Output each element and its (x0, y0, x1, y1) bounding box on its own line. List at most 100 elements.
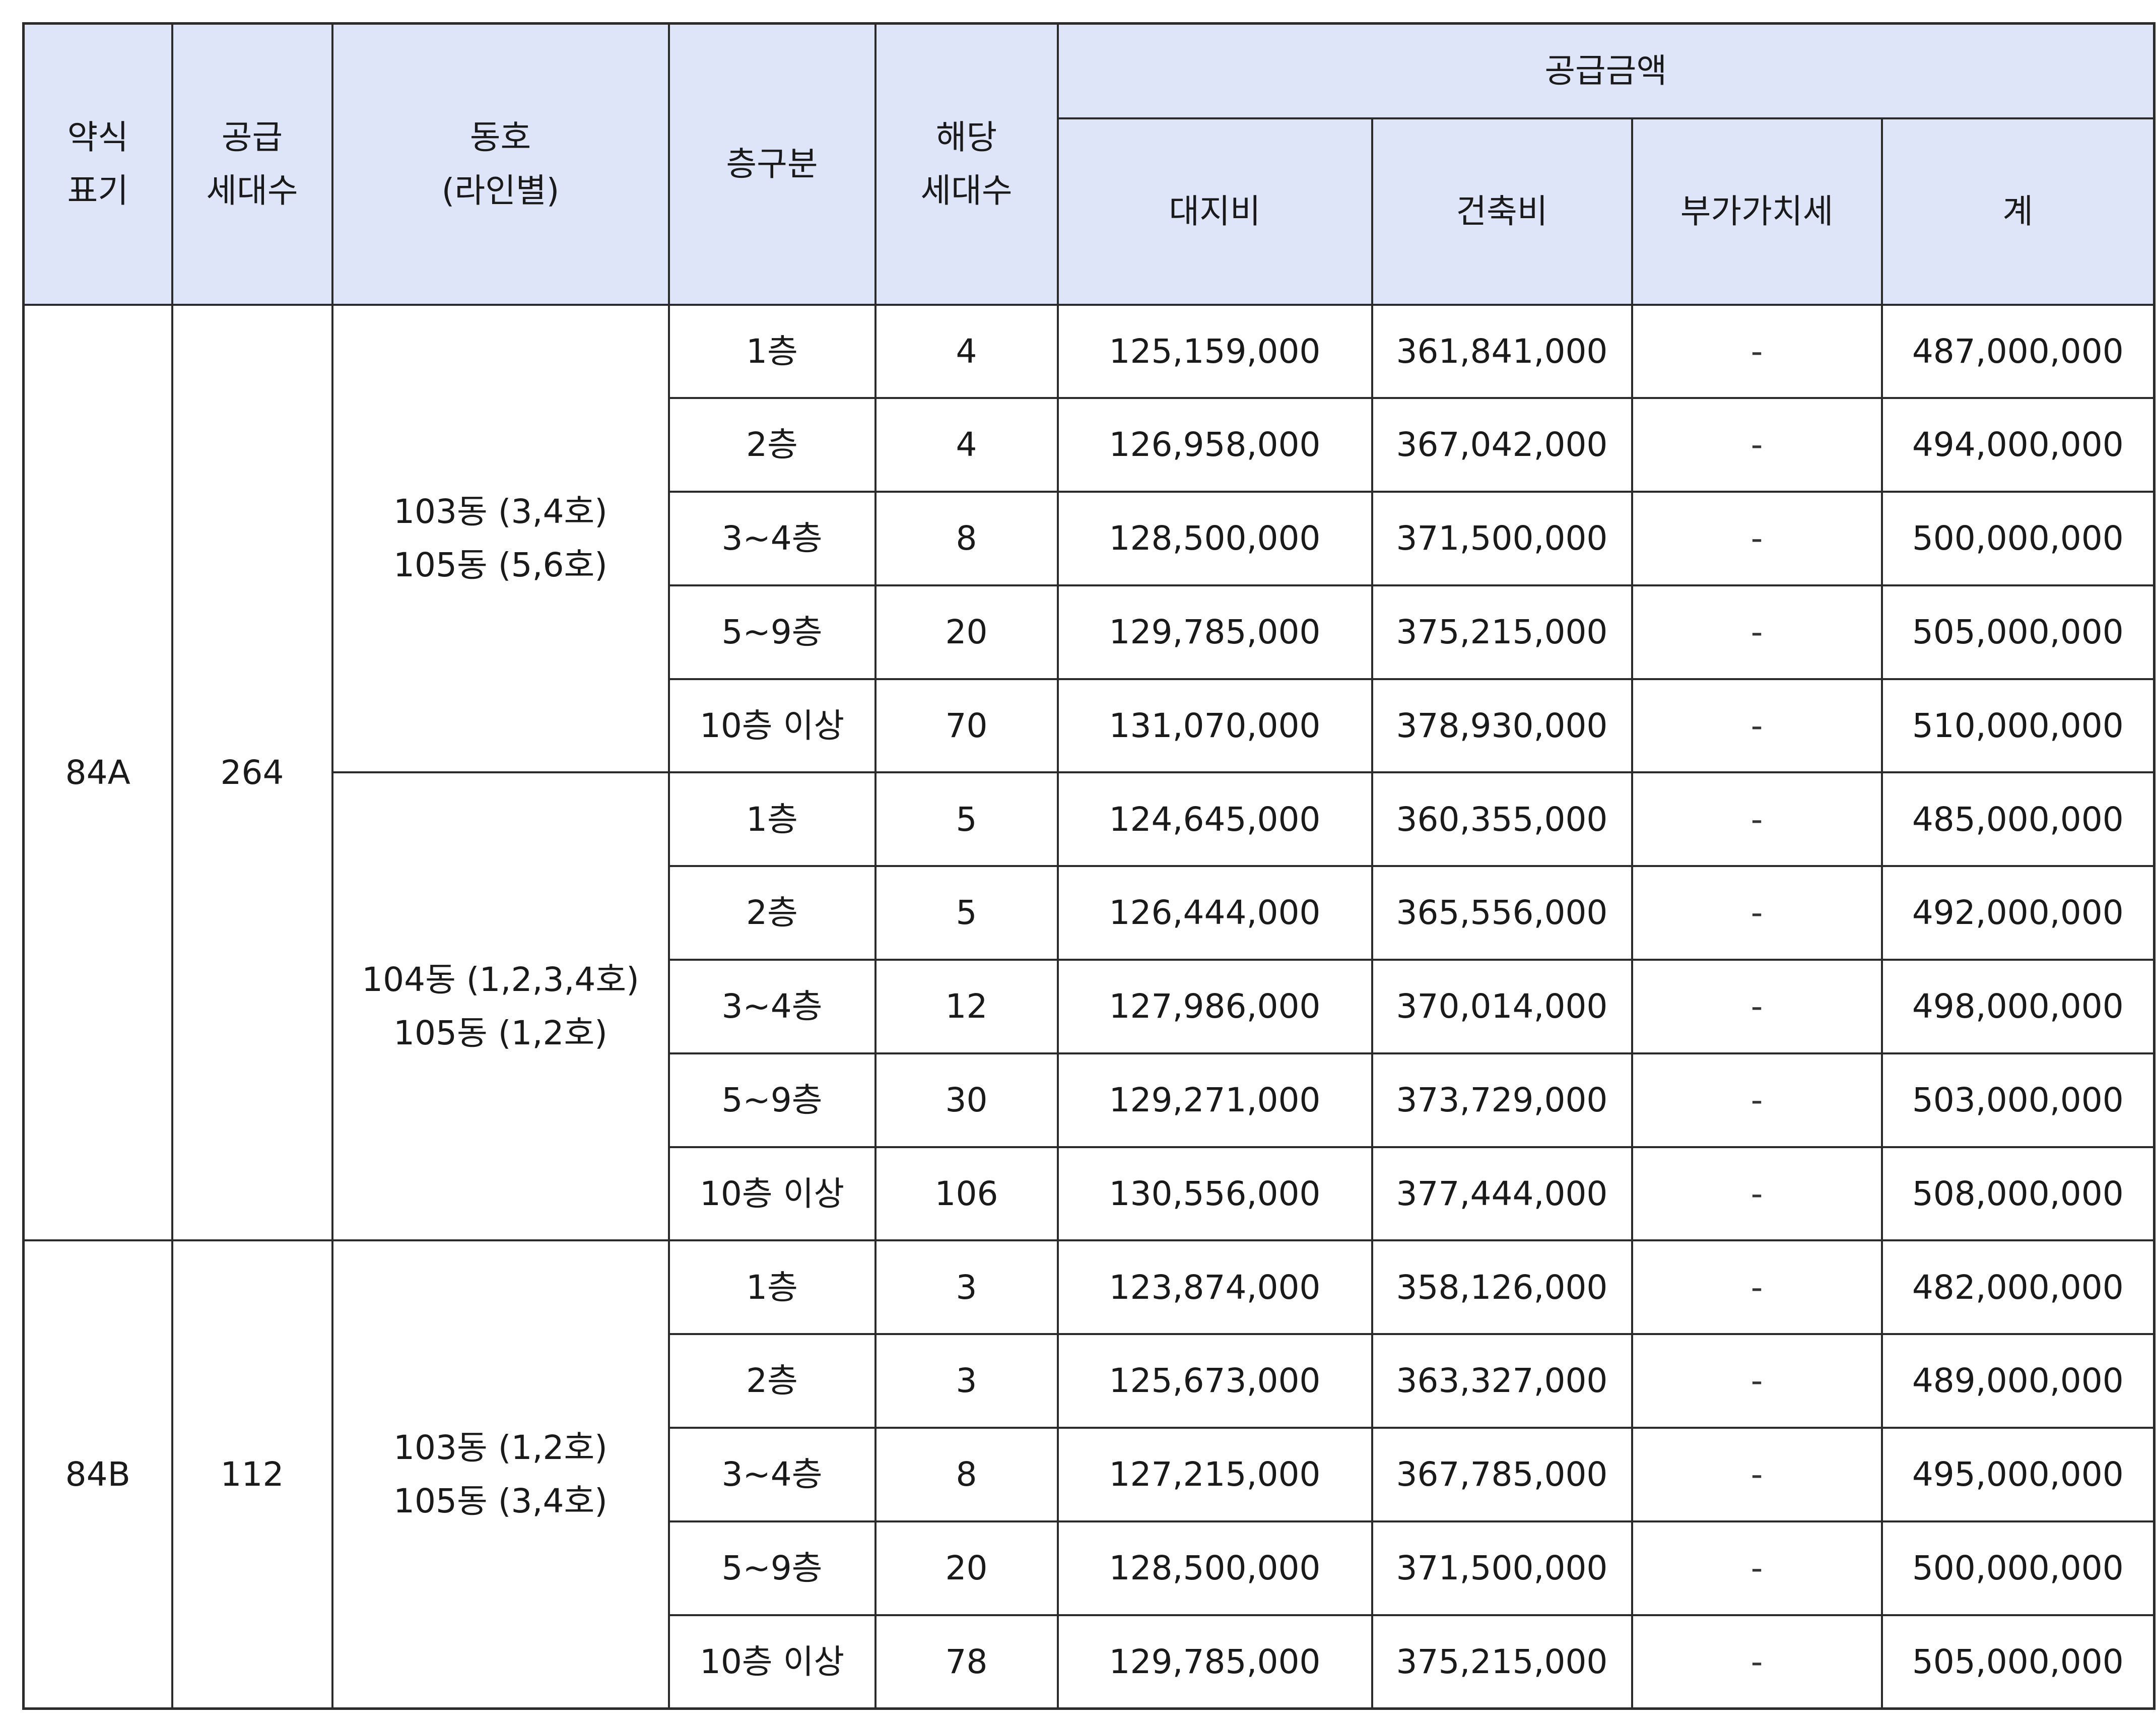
floor-cell: 10층 이상 (667, 1146, 877, 1242)
units-cell: 5 (874, 865, 1059, 961)
land-cost-cell: 126,958,000 (1056, 397, 1373, 493)
floor-cell: 2층 (667, 1333, 877, 1429)
construction-cost-cell: 363,327,000 (1371, 1333, 1633, 1429)
construction-cost-cell: 370,014,000 (1371, 959, 1633, 1054)
units-cell: 78 (874, 1614, 1059, 1710)
construction-cost-cell: 367,785,000 (1371, 1427, 1633, 1522)
construction-cost-cell: 367,042,000 (1371, 397, 1633, 493)
type-cell: 84A (22, 303, 173, 1242)
table-row: 2층 4 126,958,000 367,042,000-494,000,000 (24, 397, 2155, 493)
units-cell: 8 (874, 491, 1059, 586)
floor-cell: 1층 (667, 303, 877, 400)
floor-cell: 3~4층 (667, 491, 877, 586)
units-cell: 8 (874, 1427, 1059, 1522)
construction-cost-cell: 371,500,000 (1371, 1520, 1633, 1616)
land-cost-cell: 124,645,000 (1056, 771, 1373, 868)
total-cell: 508,000,000 (1880, 1146, 2155, 1242)
units-cell: 5 (874, 771, 1059, 868)
floor-cell: 10층 이상 (667, 678, 877, 774)
table-row: 3~4층 8 128,500,000 371,500,000-500,000,000 (24, 491, 2155, 586)
units-cell: 4 (874, 397, 1059, 493)
land-cost-cell: 129,785,000 (1056, 1614, 1373, 1710)
construction-cost-cell: 360,355,000 (1371, 771, 1633, 868)
vat-cell: - (1631, 1520, 1883, 1616)
vat-cell: - (1631, 1146, 1883, 1242)
total-cell: 505,000,000 (1880, 584, 2155, 680)
land-cost-cell: 129,785,000 (1056, 584, 1373, 680)
total-cell: 492,000,000 (1880, 865, 2155, 961)
table-header: 약식 표기 공급 세대수 동호 (라인별) 층구분 해당 세대수 공급금액 대지… (22, 22, 2155, 306)
floor-cell: 5~9층 (667, 584, 877, 680)
table-row: 2층 3 125,673,000 363,327,000-489,000,000 (24, 1333, 2155, 1429)
land-cost-cell: 125,159,000 (1056, 303, 1373, 400)
land-cost-cell: 125,673,000 (1056, 1333, 1373, 1429)
floor-cell: 3~4층 (667, 1427, 877, 1522)
vat-cell: - (1631, 1427, 1883, 1522)
table-row: 84A 264 103동 (3,4호) 105동 (5,6호) 1층 4 125,159,0… (22, 303, 2155, 1242)
construction-cost-cell: 375,215,000 (1371, 1614, 1633, 1710)
header-building: 동호 (라인별) (331, 22, 670, 306)
total-cell: 482,000,000 (1880, 1239, 2155, 1336)
header-supply-price: 공급금액 (1056, 22, 2155, 119)
building-line1: 104동 (1,2,3,4호) (362, 960, 639, 1000)
building-line1: 103동 (1,2호) (393, 1428, 608, 1468)
header-applicable-units: 해당 세대수 (874, 22, 1059, 306)
vat-cell: - (1631, 865, 1883, 961)
land-cost-cell: 126,444,000 (1056, 865, 1373, 961)
building-line2: 105동 (5,6호) (393, 545, 608, 584)
building-line2: 105동 (1,2호) (393, 1013, 608, 1052)
table-row: 5~9층 20 129,785,000 375,215,000-505,000,000 (24, 584, 2155, 680)
total-cell: 503,000,000 (1880, 1052, 2155, 1148)
land-cost-cell: 123,874,000 (1056, 1239, 1373, 1336)
land-cost-cell: 131,070,000 (1056, 678, 1373, 774)
total-cell: 495,000,000 (1880, 1427, 2155, 1522)
supply-units-cell: 112 (171, 1239, 333, 1710)
units-cell: 20 (874, 584, 1059, 680)
total-cell: 498,000,000 (1880, 959, 2155, 1054)
total-cell: 485,000,000 (1880, 771, 2155, 868)
table-row: 5~9층 20 128,500,000 371,500,000-500,000,000 (24, 1520, 2155, 1616)
table-row: 3~4층 8 127,215,000 367,785,000-495,000,000 (24, 1427, 2155, 1522)
header-type-line1: 약식 (67, 118, 128, 157)
vat-cell: - (1631, 1614, 1883, 1710)
units-cell: 30 (874, 1052, 1059, 1148)
table-row: 10층 이상 106 130,556,000 377,444,000-508,000,… (24, 1146, 2155, 1242)
land-cost-cell: 129,271,000 (1056, 1052, 1373, 1148)
total-cell: 489,000,000 (1880, 1333, 2155, 1429)
vat-cell: - (1631, 584, 1883, 680)
construction-cost-cell: 373,729,000 (1371, 1052, 1633, 1148)
vat-cell: - (1631, 491, 1883, 586)
floor-cell: 10층 이상 (667, 1614, 877, 1710)
header-total: 계 (1880, 117, 2155, 306)
header-building-line2: (라인별) (441, 171, 560, 210)
building-cell: 104동 (1,2,3,4호) 105동 (1,2호) (331, 771, 670, 1242)
land-cost-cell: 127,215,000 (1056, 1427, 1373, 1522)
units-cell: 20 (874, 1520, 1059, 1616)
supply-price-table: 약식 표기 공급 세대수 동호 (라인별) 층구분 해당 세대수 공급금액 대지… (22, 22, 2156, 1710)
construction-cost-cell: 361,841,000 (1371, 303, 1633, 400)
vat-cell: - (1631, 397, 1883, 493)
building-line2: 105동 (3,4호) (393, 1481, 608, 1520)
header-applicable-units-line2: 세대수 (920, 171, 1013, 210)
total-cell: 510,000,000 (1880, 678, 2155, 774)
construction-cost-cell: 375,215,000 (1371, 584, 1633, 680)
building-cell: 103동 (1,2호) 105동 (3,4호) (331, 1239, 670, 1710)
floor-cell: 1층 (667, 1239, 877, 1336)
header-floor-group: 층구분 (667, 22, 877, 306)
vat-cell: - (1631, 1239, 1883, 1336)
header-supply-units-line1: 공급 (221, 118, 283, 157)
total-cell: 494,000,000 (1880, 397, 2155, 493)
floor-cell: 1층 (667, 771, 877, 868)
header-construction-cost: 건축비 (1371, 117, 1633, 306)
vat-cell: - (1631, 959, 1883, 1054)
header-supply-units: 공급 세대수 (171, 22, 333, 306)
total-cell: 500,000,000 (1880, 491, 2155, 586)
floor-cell: 2층 (667, 865, 877, 961)
units-cell: 70 (874, 678, 1059, 774)
floor-cell: 5~9층 (667, 1520, 877, 1616)
header-applicable-units-line1: 해당 (935, 118, 997, 157)
units-cell: 106 (874, 1146, 1059, 1242)
header-land-cost: 대지비 (1056, 117, 1373, 306)
type-cell: 84B (22, 1239, 173, 1710)
units-cell: 3 (874, 1239, 1059, 1336)
